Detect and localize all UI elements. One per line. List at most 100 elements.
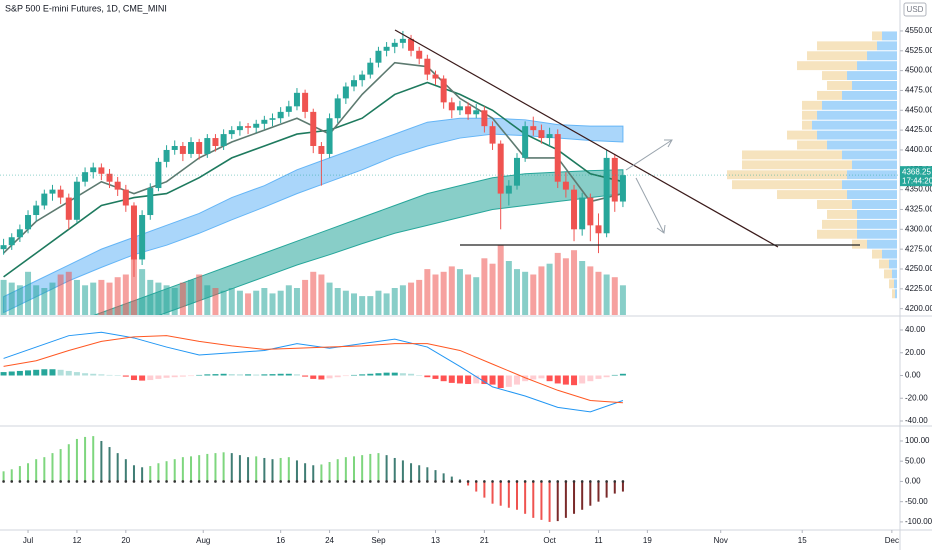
macd-bar [204, 374, 211, 376]
volume-bar [293, 288, 300, 315]
macd-bar [106, 374, 113, 376]
candle-body [334, 98, 341, 119]
volume-bar [82, 285, 89, 315]
macd-bar [489, 375, 496, 385]
candles [0, 30, 626, 277]
oscillator-dot [230, 480, 234, 483]
macd-bar [383, 372, 390, 376]
oscillator-dot [214, 480, 217, 483]
volume-bar [562, 258, 569, 315]
volume-bar [220, 290, 227, 315]
oscillator-dot [483, 480, 486, 483]
volume-bar [90, 282, 97, 315]
volume-bar [130, 258, 137, 315]
candle-body [0, 245, 7, 250]
oscillator-dot [43, 480, 46, 483]
oscillator-dot [523, 480, 527, 483]
y-tick-label: 4225.00 [905, 284, 932, 293]
candle-body [318, 145, 325, 154]
volume-bar [179, 282, 186, 315]
candle-body [106, 173, 113, 182]
volume-bar [163, 285, 170, 315]
x-tick-label: Nov [714, 536, 728, 545]
macd-bar [269, 374, 276, 376]
oscillator-dot [450, 480, 454, 483]
candle-body [432, 74, 439, 79]
volume-bar [41, 288, 48, 315]
candle-body [41, 193, 48, 206]
oscillator-dot [507, 480, 511, 483]
macd-bar [611, 374, 618, 376]
macd-bar [497, 375, 504, 389]
profile-down [852, 239, 867, 249]
candle-body [546, 134, 553, 139]
profile-down [807, 51, 867, 61]
volume-bar [473, 277, 480, 315]
macd-bar [285, 373, 292, 376]
macd-bar [8, 371, 15, 376]
volume-bar [603, 274, 610, 315]
oscillator-dot [426, 480, 429, 483]
y-tick-label: 4475.00 [905, 86, 932, 95]
profile-up [842, 150, 897, 160]
macd-bar [302, 375, 309, 377]
candle-body [562, 181, 569, 190]
volume-bar [16, 285, 23, 315]
candle-body [587, 197, 594, 226]
macd-bar [440, 375, 447, 382]
candle-body [253, 123, 260, 128]
profile-down [817, 90, 842, 100]
macd-bar [196, 374, 203, 376]
profile-up [877, 41, 897, 51]
macd-bar [571, 375, 578, 386]
oscillator-dot [34, 480, 38, 483]
x-tick-label: Jul [23, 536, 33, 545]
oscillator-dot [466, 480, 470, 483]
candle-body [245, 126, 252, 128]
candle-body [522, 126, 529, 158]
macd-bar [473, 375, 480, 384]
candle-body [603, 157, 610, 234]
candle-body [391, 42, 398, 47]
oscillator-dot [140, 480, 144, 483]
profile-up [847, 190, 897, 200]
volume-bar [139, 269, 146, 315]
candle-body [98, 167, 105, 174]
profile-down [802, 100, 822, 110]
candle-body [188, 142, 195, 154]
volume-bar [571, 250, 578, 315]
volume-bar [505, 261, 512, 315]
macd-bar [530, 375, 537, 380]
oscillator-dot [442, 480, 445, 483]
volume-bar [228, 288, 235, 315]
oscillator-dot [67, 480, 71, 483]
profile-up [842, 90, 897, 100]
volume-bar [73, 279, 80, 315]
x-tick-label: 19 [643, 536, 652, 545]
volume-bar [554, 252, 561, 315]
candle-body [171, 145, 178, 150]
oscillator-dot [75, 480, 79, 483]
macd-bar [147, 375, 154, 381]
y-tick-label: 4550.00 [905, 26, 932, 35]
profile-up [889, 259, 897, 269]
macd-bar [538, 375, 545, 379]
candle-body [619, 175, 626, 202]
x-tick-label: 24 [325, 536, 334, 545]
oscillator-dot [336, 480, 340, 483]
candle-body [90, 167, 97, 173]
candle-body [497, 143, 504, 194]
volume-bar [489, 263, 496, 315]
candle-body [489, 126, 496, 144]
candle-body [8, 237, 15, 246]
oscillator-dot [189, 480, 193, 483]
macd-bar [228, 374, 235, 376]
volume-bar [188, 279, 195, 315]
y-tick-label: 4450.00 [905, 105, 932, 114]
axes: 4200.00 4225.00 4250.00 4275.00 4300.00 4325.… [23, 26, 932, 545]
profile-up [847, 71, 897, 81]
y-tick-label: 4250.00 [905, 264, 932, 273]
profile-down [797, 140, 827, 150]
x-tick-label: Aug [196, 536, 210, 545]
volume-bar [302, 279, 309, 315]
